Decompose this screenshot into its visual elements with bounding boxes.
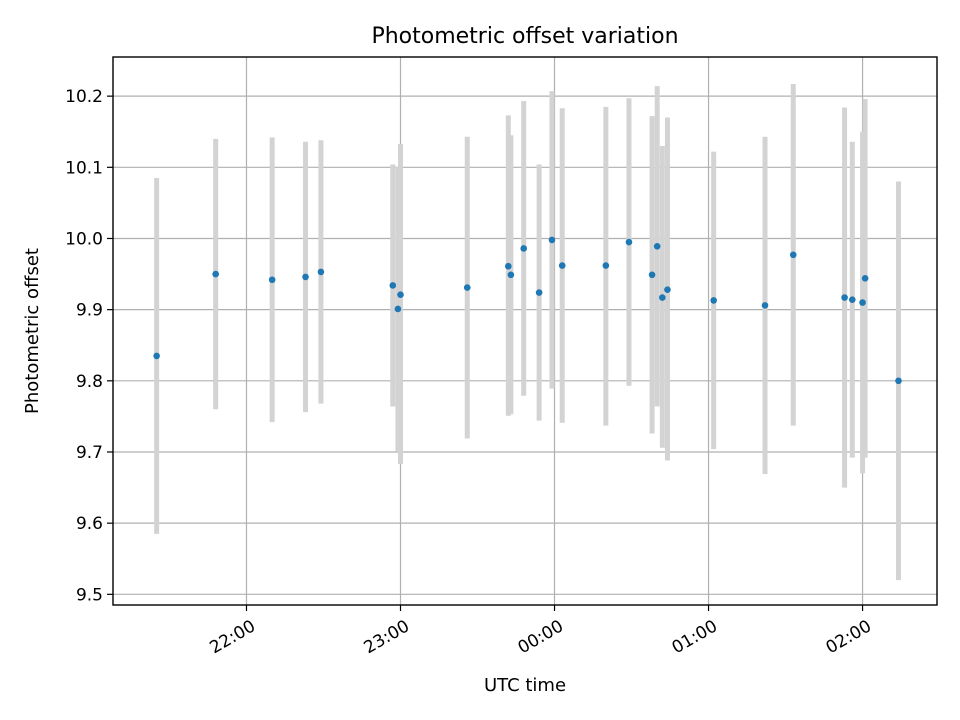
data-point: [664, 286, 671, 294]
y-tick-label: 10.1: [65, 158, 103, 178]
x-axis-label: UTC time: [484, 675, 566, 696]
data-points: [153, 236, 902, 385]
y-tick-label: 9.6: [76, 514, 103, 534]
data-point: [761, 302, 769, 309]
data-point: [710, 297, 717, 304]
y-axis-label: Photometric offset: [22, 248, 43, 414]
data-point: [548, 236, 556, 244]
data-point: [389, 282, 397, 289]
data-point: [659, 294, 666, 301]
plot-frame: [112, 56, 938, 606]
data-point: [895, 377, 902, 385]
data-point: [268, 276, 276, 284]
y-tick-label: 9.9: [76, 301, 103, 321]
data-point: [505, 262, 512, 270]
data-point: [212, 270, 219, 278]
data-point: [861, 275, 869, 282]
data-point: [535, 289, 543, 296]
data-point: [602, 262, 610, 269]
data-point: [653, 243, 661, 250]
y-tick-label: 9.5: [76, 585, 103, 605]
data-point: [789, 251, 797, 259]
y-tick-label: 9.8: [76, 372, 103, 392]
data-point: [841, 294, 848, 301]
data-point: [648, 271, 656, 279]
data-point: [558, 262, 566, 269]
y-tick-label: 10.2: [65, 87, 103, 107]
data-point: [463, 284, 471, 291]
data-point: [520, 245, 528, 252]
y-tick-label: 9.7: [76, 443, 103, 463]
data-point: [859, 299, 866, 306]
data-point: [153, 352, 160, 360]
data-point: [317, 268, 325, 276]
data-point: [302, 273, 309, 281]
chart-title: Photometric offset variation: [371, 24, 678, 49]
data-point: [625, 238, 633, 246]
data-point: [848, 296, 856, 303]
data-point: [394, 305, 402, 313]
y-tick-label: 10.0: [65, 229, 103, 249]
data-point: [507, 271, 515, 279]
data-point: [397, 291, 404, 299]
